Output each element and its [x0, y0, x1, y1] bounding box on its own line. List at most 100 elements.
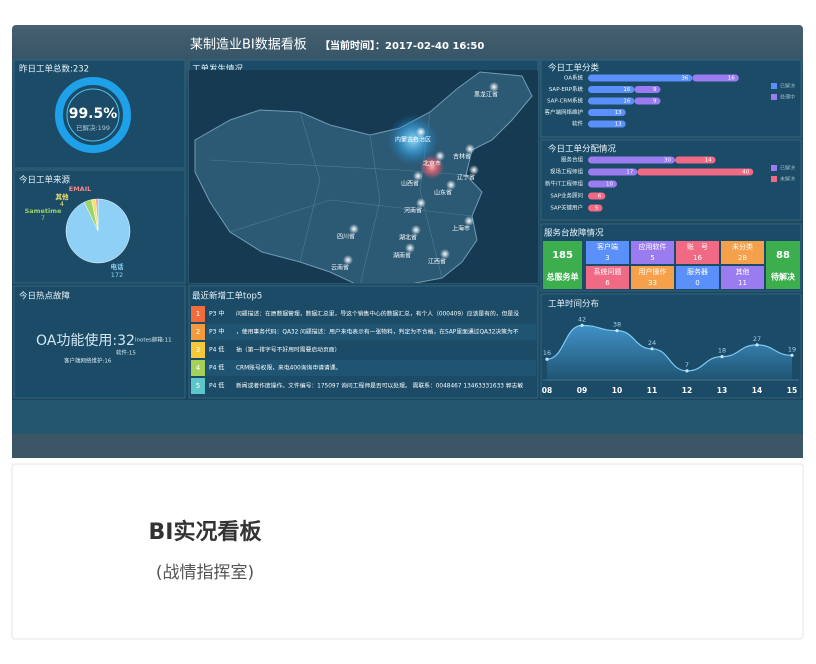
rank-badge — [191, 342, 205, 358]
legend-label: 已解决 — [780, 165, 795, 172]
priority: P4 低 — [209, 382, 224, 390]
bar-category: 软件 — [572, 120, 584, 128]
issue-text: ，使用事务代码：QA32 问题描述：用户来电表示有一张物料，判定为不合格，在SA… — [236, 328, 519, 336]
legend-label: 处理中 — [780, 94, 795, 101]
service-value: 0 — [695, 279, 699, 287]
hot-main: OA功能使用:32 — [36, 332, 135, 349]
rank-badge — [191, 360, 205, 376]
place-dot — [465, 144, 475, 154]
province-lines — [209, 111, 473, 283]
slice-value: 172 — [111, 271, 123, 279]
dashboard-title: 某制造业BI数据看板 — [190, 37, 307, 53]
point-label: 24 — [648, 339, 656, 347]
bar — [588, 180, 617, 188]
row-bg — [206, 306, 536, 322]
bar — [637, 168, 754, 176]
place-label: 四川省 — [337, 233, 355, 241]
service-label: 账 号 — [687, 242, 708, 251]
place-label: 山东省 — [434, 189, 452, 197]
hot-item: 客户端网络维护:16 — [64, 357, 112, 365]
ring-inner — [66, 88, 120, 142]
point — [650, 347, 654, 351]
service-tile — [721, 266, 764, 289]
priority: P4 低 — [209, 364, 224, 372]
bottom-band — [12, 400, 803, 434]
rank-badge — [191, 378, 205, 394]
bar-value: 36 — [681, 76, 688, 82]
bar-category: 服务台组 — [561, 156, 584, 164]
bar-category: SAP关键用户 — [550, 204, 583, 212]
priority: P3 中 — [209, 310, 224, 318]
bar-category: SAP-CRM系统 — [547, 97, 583, 105]
panel-title: 服务台故障情况 — [544, 228, 604, 239]
service-tile — [586, 241, 629, 264]
country-shape — [194, 71, 533, 283]
point-label: 18 — [718, 347, 726, 355]
place-label: 上海市 — [452, 225, 470, 233]
point — [755, 343, 759, 347]
place-label: 江西省 — [428, 258, 446, 266]
legend-swatch — [771, 176, 777, 182]
bar-category: 客户端网络维护 — [544, 108, 583, 116]
service-value: 3 — [605, 254, 609, 262]
panel — [540, 59, 802, 138]
place-dot — [416, 127, 426, 137]
service-label: 服务器 — [687, 267, 708, 276]
point — [790, 353, 794, 357]
bar-category: OA系统 — [564, 74, 583, 82]
issue-text: 抽（第一排字号不好用时需要启动页面） — [236, 346, 340, 354]
place-dot — [446, 180, 456, 190]
point — [615, 329, 619, 333]
bar — [588, 168, 638, 176]
row-bg — [206, 342, 536, 358]
bar-value: 30 — [664, 158, 671, 164]
bar-value: 6 — [598, 194, 602, 200]
slice-value: 7 — [41, 214, 45, 222]
slice-label: 电话 — [111, 262, 125, 271]
row-bg — [206, 360, 536, 376]
place-dot — [489, 82, 499, 92]
place-dot — [411, 225, 421, 235]
bar-value: 17 — [626, 170, 633, 176]
service-value: 33 — [648, 279, 657, 287]
service-label: 其他 — [736, 267, 750, 276]
service-value: 16 — [693, 254, 702, 262]
place-label: 黑龙江省 — [474, 91, 498, 99]
bar-value: 16 — [623, 99, 630, 105]
point — [580, 323, 584, 327]
issue-text: 问题描述：在原数据管理，数据汇总里，导这个销售中心的数据汇总，有个人（00040… — [236, 310, 519, 318]
service-tile — [586, 266, 629, 289]
x-tick-label: 10 — [612, 386, 622, 395]
panel-title: 最近新增工单top5 — [192, 291, 262, 302]
bar — [588, 86, 635, 93]
bar — [588, 74, 693, 82]
bottom-band — [12, 434, 803, 458]
service-tile — [676, 266, 719, 289]
hot-item: 软件:15 — [116, 349, 136, 357]
point — [685, 369, 689, 373]
row-bg — [206, 378, 536, 394]
bar-value: 13 — [615, 122, 622, 128]
bar — [588, 156, 675, 164]
issue-text: CRM账号权限，来电400询询申请请课。 — [236, 364, 341, 372]
service-tile — [543, 241, 582, 289]
priority: P4 低 — [209, 346, 224, 354]
rank: 2 — [196, 328, 200, 336]
ring — [55, 77, 131, 153]
place-dot — [405, 243, 415, 253]
x-tick-label: 09 — [577, 386, 587, 395]
row-bg — [206, 324, 536, 340]
service-value: 6 — [605, 279, 610, 287]
x-tick-label: 14 — [752, 386, 762, 395]
slice-label: 其他 — [56, 192, 70, 201]
place-label: 云南省 — [331, 264, 349, 272]
place-label: 湖南省 — [393, 252, 411, 260]
card — [11, 463, 804, 640]
rank: 5 — [196, 382, 200, 390]
slice-value: 4 — [60, 200, 64, 208]
service-value: 185 — [552, 250, 573, 261]
place-label: 吉林省 — [453, 153, 471, 161]
rank-badge — [191, 306, 205, 322]
service-value: 5 — [650, 254, 654, 262]
